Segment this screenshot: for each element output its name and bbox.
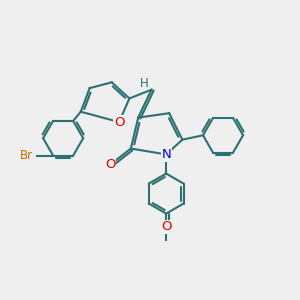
Text: O: O <box>105 158 116 171</box>
Text: Br: Br <box>20 149 32 162</box>
Text: O: O <box>114 116 124 128</box>
Text: H: H <box>140 77 148 90</box>
Text: O: O <box>161 220 171 233</box>
Text: N: N <box>161 148 171 161</box>
